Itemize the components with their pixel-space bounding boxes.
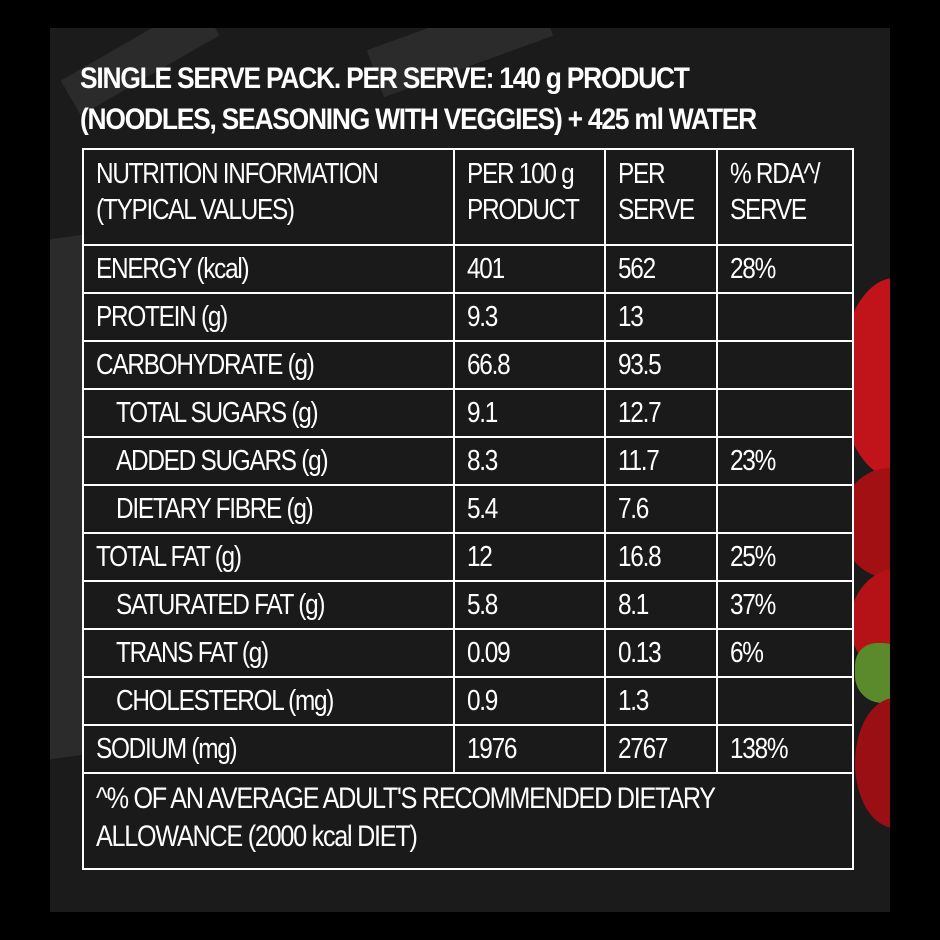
value-per-serve: 13 [603, 292, 718, 342]
table-row: TRANS FAT (g) 0.09 0.13 6% [81, 628, 855, 678]
value-per100: 9.3 [453, 292, 606, 342]
nutrient-name: CHOLESTEROL (mg) [81, 676, 456, 726]
nutrient-name: SATURATED FAT (g) [81, 580, 456, 630]
nutrition-table: NUTRITION INFORMATION (TYPICAL VALUES) PE… [81, 148, 855, 870]
nutrient-name: TOTAL FAT (g) [81, 532, 456, 582]
nutrient-name: PROTEIN (g) [81, 292, 456, 342]
table-row: ADDED SUGARS (g) 8.3 11.7 23% [81, 436, 855, 486]
value-per-serve: 93.5 [603, 340, 718, 390]
nutrient-name: SODIUM (mg) [81, 724, 456, 774]
nutrient-name: CARBOHYDRATE (g) [81, 340, 456, 390]
value-per100: 5.4 [453, 484, 606, 534]
value-rda [715, 388, 855, 438]
table-row: TOTAL FAT (g) 12 16.8 25% [81, 532, 855, 582]
serving-header-line-1: SINGLE SERVE PACK. PER SERVE: 140 g PROD… [80, 62, 690, 95]
value-per-serve: 1.3 [603, 676, 718, 726]
table-header-row: NUTRITION INFORMATION (TYPICAL VALUES) PE… [81, 148, 855, 246]
value-per-serve: 16.8 [603, 532, 718, 582]
table-row: CARBOHYDRATE (g) 66.8 93.5 [81, 340, 855, 390]
value-rda [715, 484, 855, 534]
value-per100: 0.9 [453, 676, 606, 726]
tomato-decoration [855, 698, 890, 828]
value-per-serve: 7.6 [603, 484, 718, 534]
value-rda: 23% [715, 436, 855, 486]
nutrient-name: ENERGY (kcal) [81, 244, 456, 294]
value-per100: 8.3 [453, 436, 606, 486]
nutrient-name: DIETARY FIBRE (g) [81, 484, 456, 534]
table-row: SODIUM (mg) 1976 2767 138% [81, 724, 855, 774]
value-per100: 0.09 [453, 628, 606, 678]
table-row: TOTAL SUGARS (g) 9.1 12.7 [81, 388, 855, 438]
value-rda [715, 340, 855, 390]
value-per-serve: 8.1 [603, 580, 718, 630]
column-header-rda: % RDA^/SERVE [715, 148, 855, 246]
value-per-serve: 11.7 [603, 436, 718, 486]
rda-footnote: ^% OF AN AVERAGE ADULT'S RECOMMENDED DIE… [82, 772, 854, 870]
table-row: ENERGY (kcal) 401 562 28% [81, 244, 855, 294]
value-per-serve: 2767 [603, 724, 718, 774]
value-rda: 138% [715, 724, 855, 774]
nutrient-name: TOTAL SUGARS (g) [81, 388, 456, 438]
column-header-per100: PER 100 g PRODUCT [453, 148, 606, 246]
table-row: PROTEIN (g) 9.3 13 [81, 292, 855, 342]
footnote-row: ^% OF AN AVERAGE ADULT'S RECOMMENDED DIE… [82, 772, 854, 870]
value-per100: 401 [453, 244, 606, 294]
value-rda [715, 676, 855, 726]
value-rda: 37% [715, 580, 855, 630]
value-rda: 28% [715, 244, 855, 294]
value-rda: 25% [715, 532, 855, 582]
nutrient-name: ADDED SUGARS (g) [81, 436, 456, 486]
value-per100: 12 [453, 532, 606, 582]
nutrient-name: TRANS FAT (g) [81, 628, 456, 678]
table-row: DIETARY FIBRE (g) 5.4 7.6 [81, 484, 855, 534]
value-rda [715, 292, 855, 342]
value-per-serve: 0.13 [603, 628, 718, 678]
value-per-serve: 562 [603, 244, 718, 294]
table-row: SATURATED FAT (g) 5.8 8.1 37% [81, 580, 855, 630]
leaf-decoration [855, 643, 890, 703]
table-row: CHOLESTEROL (mg) 0.9 1.3 [81, 676, 855, 726]
serving-header-line-2: (NOODLES, SEASONING WITH VEGGIES) + 425 … [80, 103, 757, 136]
value-per100: 1976 [453, 724, 606, 774]
column-header-nutrient: NUTRITION INFORMATION (TYPICAL VALUES) [81, 148, 456, 246]
value-rda: 6% [715, 628, 855, 678]
value-per100: 66.8 [453, 340, 606, 390]
column-header-per-serve: PER SERVE [603, 148, 718, 246]
value-per-serve: 12.7 [603, 388, 718, 438]
serving-header: SINGLE SERVE PACK. PER SERVE: 140 g PROD… [80, 58, 784, 140]
value-per100: 5.8 [453, 580, 606, 630]
value-per100: 9.1 [453, 388, 606, 438]
